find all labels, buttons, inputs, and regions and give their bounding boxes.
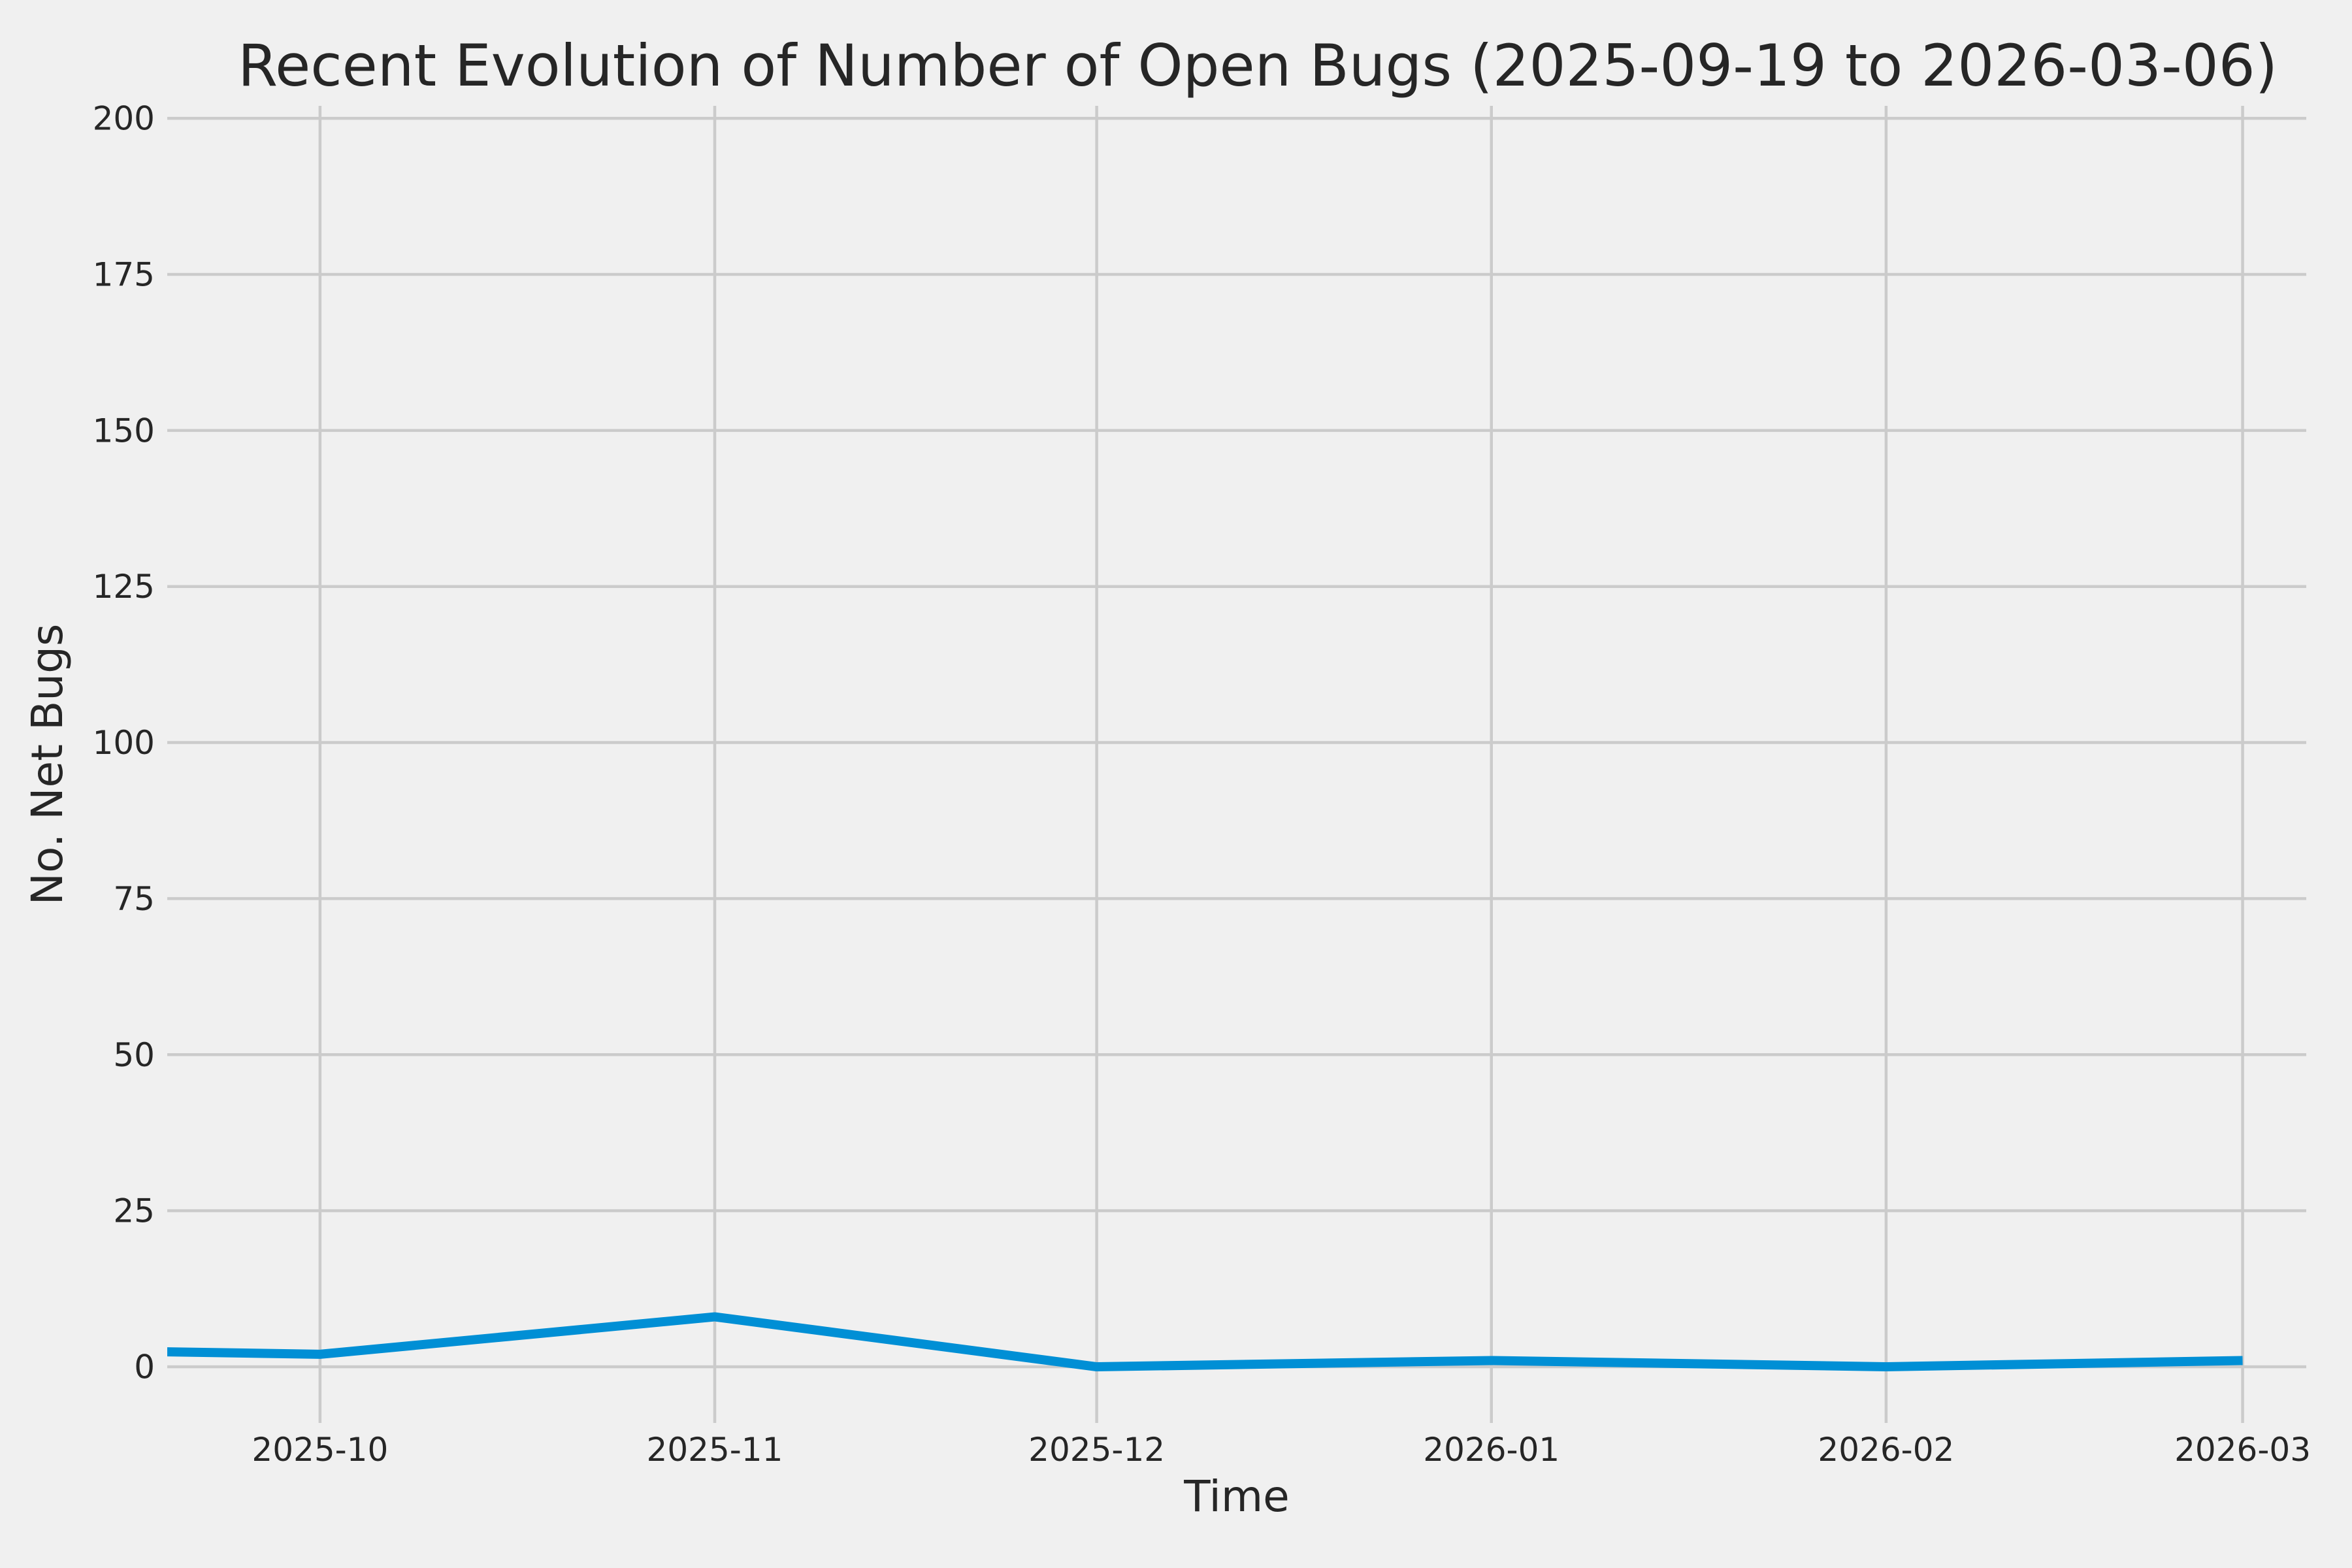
x-tick-label: 2025-12 (1028, 1431, 1165, 1469)
y-tick-label: 175 (93, 255, 155, 293)
grid (167, 106, 2306, 1423)
series-net-open-bugs (167, 1312, 2243, 1372)
axis-ticks: 0 25 50 75 100 125 150 175 200 2025-10 2025-11 2025… (93, 100, 2311, 1469)
y-tick-label: 200 (93, 100, 155, 138)
y-tick-label: 25 (113, 1192, 155, 1230)
x-tick-label: 2025-10 (252, 1431, 388, 1469)
y-tick-label: 50 (113, 1036, 155, 1074)
data-line (167, 1312, 2243, 1372)
x-tick-label: 2025-11 (647, 1431, 783, 1469)
x-tick-label: 2026-03 (2174, 1431, 2311, 1469)
y-axis-label: No. Net Bugs (22, 624, 73, 906)
x-tick-label: 2026-02 (1818, 1431, 1954, 1469)
y-tick-label: 100 (93, 724, 155, 762)
x-axis-label: Time (1183, 1471, 1290, 1522)
y-tick-label: 125 (93, 568, 155, 606)
y-tick-label: 0 (134, 1348, 155, 1386)
x-tick-label: 2026-01 (1423, 1431, 1560, 1469)
y-tick-label: 150 (93, 412, 155, 449)
y-tick-label: 75 (113, 880, 155, 918)
chart-title: Recent Evolution of Number of Open Bugs … (238, 32, 2278, 99)
